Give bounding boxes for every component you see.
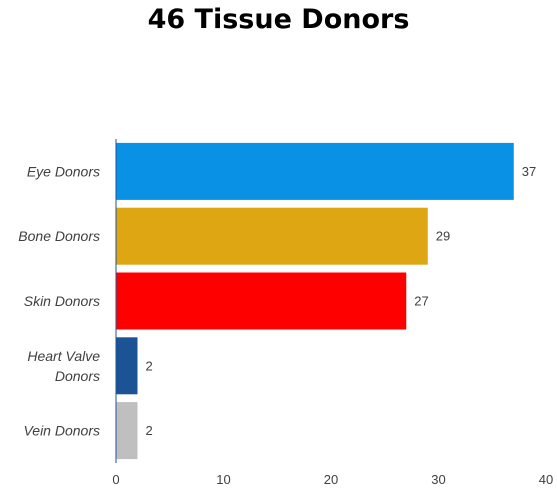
category-label-skin-donors: Skin Donors [24, 293, 100, 309]
category-label-eye-donors: Eye Donors [27, 163, 100, 179]
bar-bone-donors [116, 207, 428, 265]
x-tick-labels: 0 10 20 30 40 [112, 472, 553, 487]
x-tick-label: 20 [324, 472, 338, 487]
data-label-vein-donors: 2 [146, 423, 153, 438]
x-tick-label: 40 [539, 472, 553, 487]
category-label-bone-donors: Bone Donors [18, 228, 100, 244]
category-label-line: Eye Donors [27, 163, 100, 179]
data-label-skin-donors: 27 [414, 294, 428, 309]
data-label-heart-valve-donors: 2 [146, 358, 153, 373]
x-tick-label: 0 [112, 472, 119, 487]
x-tick-label: 10 [216, 472, 230, 487]
category-label-line: Heart Valve [27, 348, 100, 364]
category-label-line: Bone Donors [18, 228, 100, 244]
category-label-line: Donors [55, 368, 100, 384]
category-label-vein-donors: Vein Donors [23, 423, 100, 439]
category-label-heart-valve-donors: Heart Valve Donors [27, 348, 100, 384]
category-labels: Eye Donors Bone Donors Skin Donors Heart Va… [18, 163, 100, 438]
bar-skin-donors [116, 272, 407, 330]
category-label-line: Vein Donors [23, 423, 100, 439]
bars-group [116, 142, 514, 460]
data-label-bone-donors: 29 [436, 229, 450, 244]
value-labels: 37 29 27 2 2 [146, 164, 537, 438]
chart-title: 46 Tissue Donors [147, 4, 410, 35]
bar-eye-donors [116, 142, 514, 200]
bar-vein-donors [116, 402, 138, 460]
bar-heart-valve-donors [116, 337, 138, 395]
category-label-line: Skin Donors [24, 293, 100, 309]
data-label-eye-donors: 37 [522, 164, 536, 179]
x-tick-label: 30 [431, 472, 445, 487]
